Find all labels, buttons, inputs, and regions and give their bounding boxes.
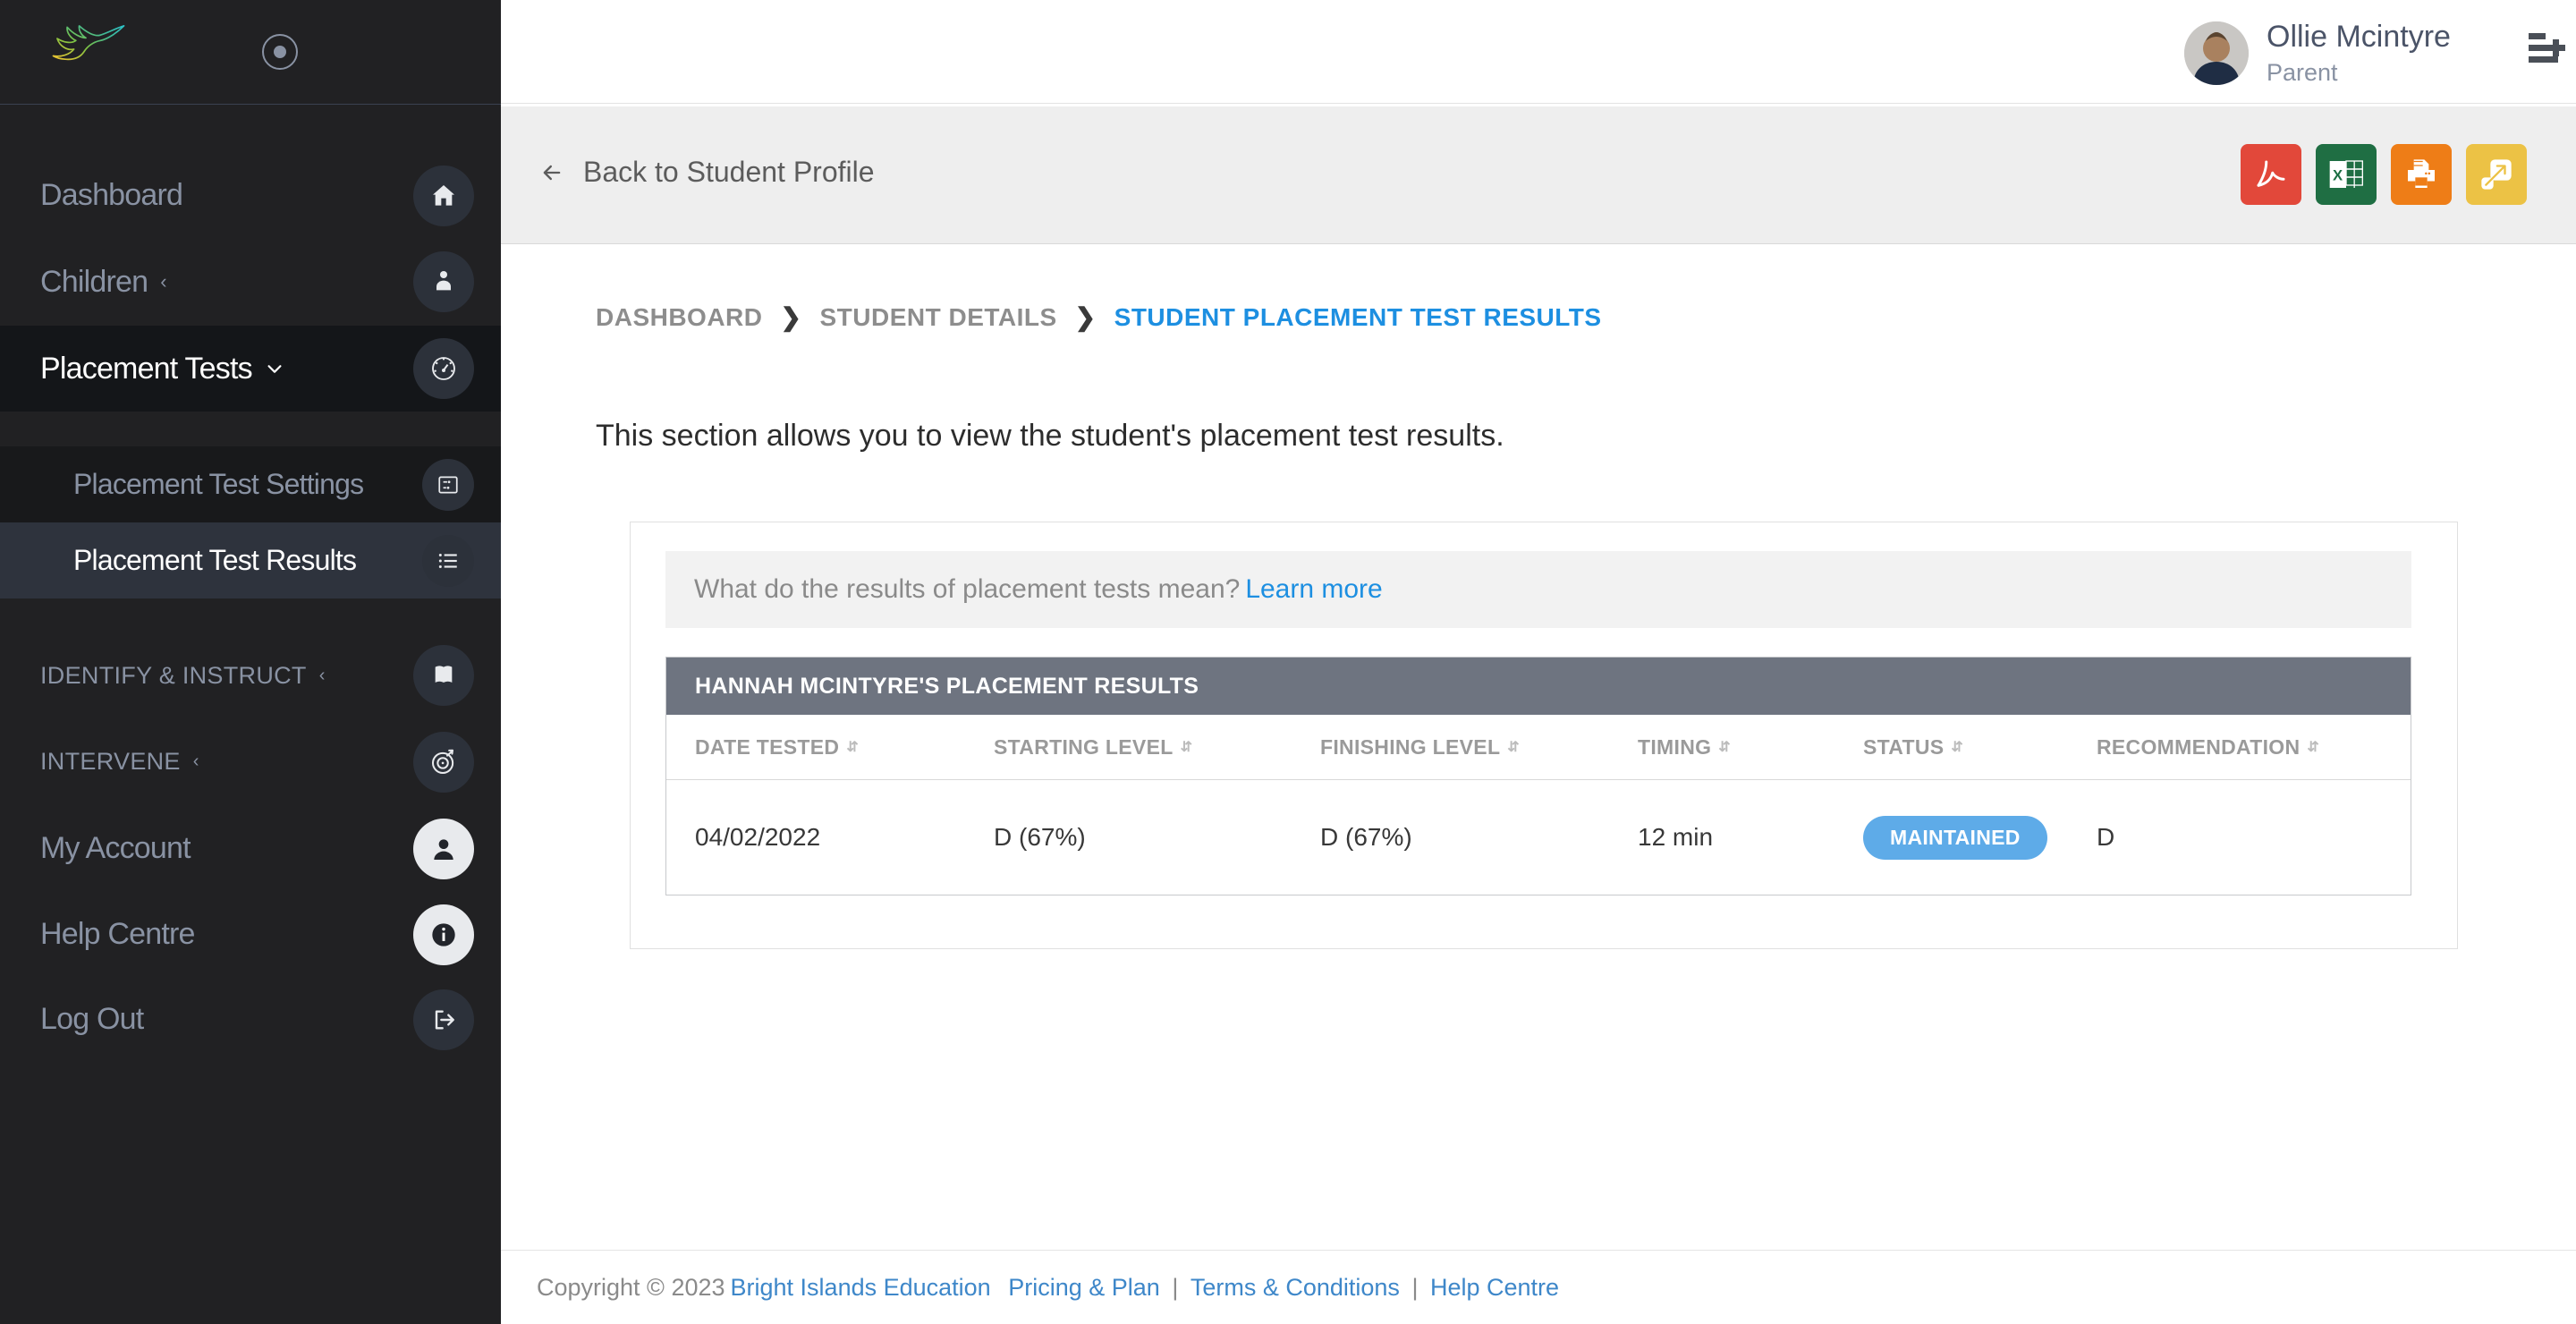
svg-text:X: X: [2333, 167, 2343, 184]
